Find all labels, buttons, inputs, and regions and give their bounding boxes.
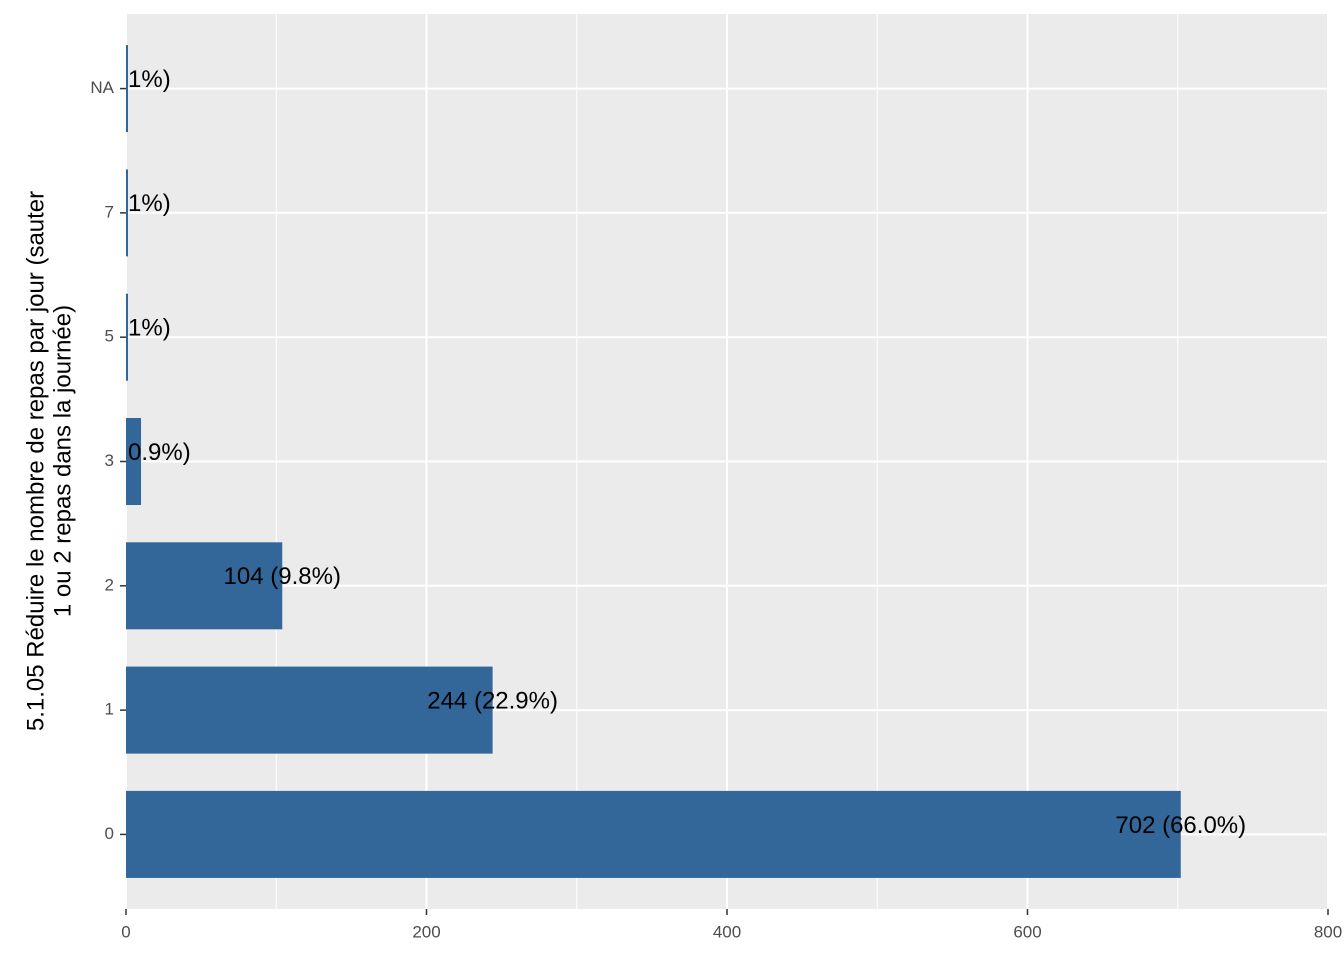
value-label: 244 (22.9%) (427, 687, 558, 714)
axes: 0 200 400 600 800 0 1 2 3 5 7 NA (90, 78, 1342, 941)
y-tick-label: 5 (105, 327, 114, 346)
y-tick-label: 0 (105, 824, 114, 843)
bar (126, 169, 128, 257)
bar (126, 666, 493, 754)
bar (126, 45, 128, 133)
marks: 702 (66.0%) 244 (22.9%) 104 (9.8%) 0.9%) 1%)… (126, 45, 1246, 878)
x-tick-label: 800 (1314, 922, 1342, 941)
value-label: 702 (66.0%) (1115, 812, 1246, 839)
y-title-line: 1 ou 2 repas dans la journée) (49, 305, 76, 617)
x-tick-label: 0 (121, 922, 130, 941)
bar (126, 542, 283, 630)
y-tick-label: 2 (105, 575, 114, 594)
y-tick-label: NA (90, 78, 114, 97)
y-title-line: 5.1.05 Réduire le nombre de repas par jo… (22, 191, 49, 731)
x-tick-label: 400 (713, 922, 741, 941)
bar (126, 293, 128, 381)
bar (126, 790, 1181, 878)
y-tick-label: 3 (105, 451, 114, 470)
value-label: 1%) (128, 315, 171, 342)
value-label: 1%) (128, 66, 171, 93)
x-tick-label: 600 (1013, 922, 1041, 941)
value-label: 104 (9.8%) (224, 563, 341, 590)
x-tick-label: 200 (412, 922, 440, 941)
value-label: 1%) (128, 190, 171, 217)
bar (126, 417, 142, 506)
y-axis-title: 5.1.05 Réduire le nombre de repas par jo… (22, 191, 76, 731)
y-tick-label: 1 (105, 700, 114, 719)
value-label: 0.9%) (128, 439, 191, 466)
y-tick-label: 7 (105, 202, 114, 221)
